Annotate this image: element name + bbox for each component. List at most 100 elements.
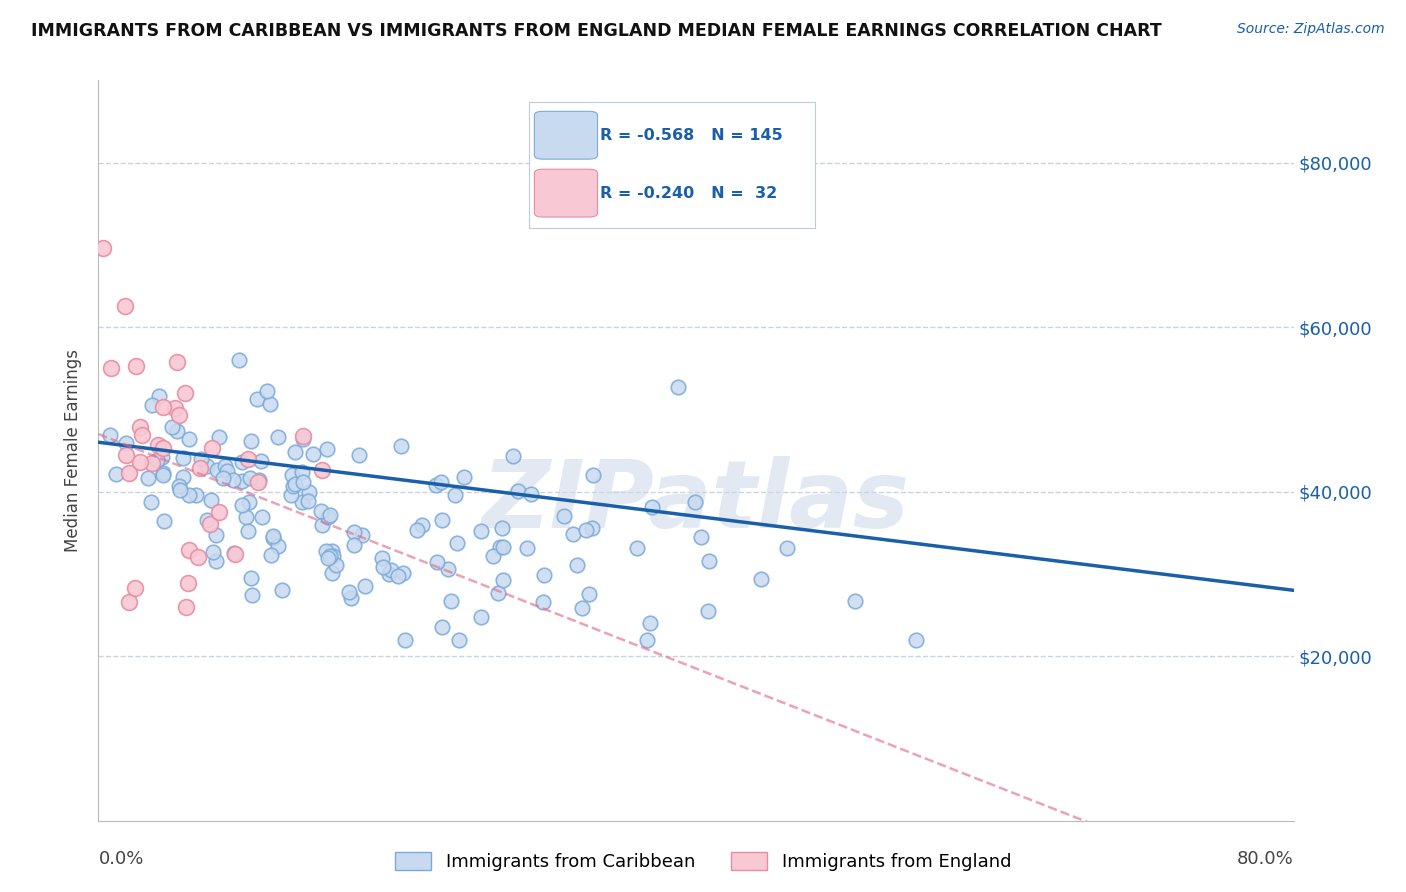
Point bbox=[208, 430, 231, 444]
Point bbox=[905, 632, 928, 647]
Point bbox=[256, 384, 278, 398]
Point bbox=[208, 505, 231, 519]
Point bbox=[491, 521, 513, 535]
Point bbox=[228, 352, 250, 367]
Point bbox=[502, 449, 524, 463]
Point bbox=[446, 536, 468, 550]
Point bbox=[148, 389, 170, 403]
Point bbox=[316, 550, 339, 565]
Point bbox=[267, 430, 290, 444]
Point bbox=[250, 509, 273, 524]
Point bbox=[166, 355, 188, 369]
Point bbox=[146, 452, 169, 467]
Point bbox=[214, 458, 236, 473]
Point bbox=[696, 604, 718, 618]
Point bbox=[666, 380, 689, 394]
Point bbox=[561, 527, 583, 541]
Point bbox=[184, 487, 207, 501]
Point bbox=[775, 541, 797, 555]
Point bbox=[115, 435, 138, 450]
Point bbox=[262, 528, 284, 542]
Point bbox=[240, 571, 263, 585]
Point bbox=[114, 298, 136, 312]
Point bbox=[440, 593, 463, 607]
Point bbox=[141, 495, 163, 509]
Point bbox=[470, 610, 492, 624]
Point bbox=[129, 420, 152, 434]
Point bbox=[128, 454, 150, 468]
Point bbox=[470, 524, 492, 538]
Point bbox=[166, 424, 188, 438]
Point bbox=[406, 523, 429, 537]
Point bbox=[281, 478, 304, 492]
Point bbox=[280, 488, 302, 502]
Point bbox=[321, 543, 343, 558]
Point bbox=[425, 555, 447, 569]
Point bbox=[298, 485, 321, 500]
Point bbox=[169, 483, 191, 497]
Point bbox=[201, 441, 224, 455]
Point bbox=[247, 475, 270, 490]
Point bbox=[432, 513, 454, 527]
Point bbox=[100, 360, 122, 375]
Point bbox=[311, 517, 333, 532]
Point bbox=[350, 528, 373, 542]
Point bbox=[430, 620, 453, 634]
Point bbox=[571, 601, 593, 615]
Point bbox=[371, 550, 394, 565]
Point bbox=[136, 470, 159, 484]
Point bbox=[172, 450, 194, 465]
Point bbox=[190, 461, 212, 475]
Point bbox=[91, 241, 114, 255]
Point bbox=[131, 428, 153, 442]
Point bbox=[749, 572, 772, 586]
Text: Source: ZipAtlas.com: Source: ZipAtlas.com bbox=[1237, 22, 1385, 37]
Point bbox=[319, 549, 342, 563]
Point bbox=[486, 585, 509, 599]
Point bbox=[343, 538, 366, 552]
Point bbox=[231, 498, 253, 512]
Point bbox=[118, 467, 141, 481]
Point bbox=[347, 448, 370, 462]
Point bbox=[492, 540, 515, 554]
Point bbox=[553, 509, 575, 524]
Point bbox=[118, 595, 141, 609]
Point bbox=[115, 449, 138, 463]
Point bbox=[247, 473, 270, 487]
Point bbox=[201, 545, 224, 559]
Point bbox=[236, 452, 259, 467]
Point bbox=[125, 359, 148, 373]
Point bbox=[177, 576, 200, 591]
Point bbox=[394, 632, 416, 647]
Point bbox=[190, 451, 212, 466]
Text: IMMIGRANTS FROM CARIBBEAN VS IMMIGRANTS FROM ENGLAND MEDIAN FEMALE EARNINGS CORR: IMMIGRANTS FROM CARIBBEAN VS IMMIGRANTS … bbox=[31, 22, 1161, 40]
Point bbox=[533, 568, 555, 582]
Point bbox=[578, 587, 600, 601]
Point bbox=[204, 527, 226, 541]
Point bbox=[506, 484, 529, 499]
Point bbox=[150, 450, 173, 464]
Point bbox=[302, 447, 325, 461]
Point bbox=[387, 569, 409, 583]
Point bbox=[153, 514, 176, 528]
Point bbox=[174, 600, 197, 615]
Point bbox=[165, 401, 187, 415]
Point bbox=[425, 478, 447, 492]
Point bbox=[309, 504, 332, 518]
Point bbox=[626, 541, 648, 555]
Point bbox=[240, 434, 263, 448]
Point bbox=[315, 442, 337, 457]
Point bbox=[292, 428, 315, 442]
Point bbox=[197, 459, 219, 474]
Point bbox=[411, 518, 433, 533]
Text: 0.0%: 0.0% bbox=[98, 850, 143, 868]
Point bbox=[160, 420, 183, 434]
Point bbox=[231, 455, 253, 469]
Point bbox=[391, 566, 413, 581]
Point bbox=[148, 438, 170, 452]
Point bbox=[377, 566, 399, 581]
Text: 80.0%: 80.0% bbox=[1237, 850, 1294, 868]
Point bbox=[281, 467, 304, 482]
Point bbox=[489, 541, 512, 555]
Point bbox=[430, 475, 453, 490]
